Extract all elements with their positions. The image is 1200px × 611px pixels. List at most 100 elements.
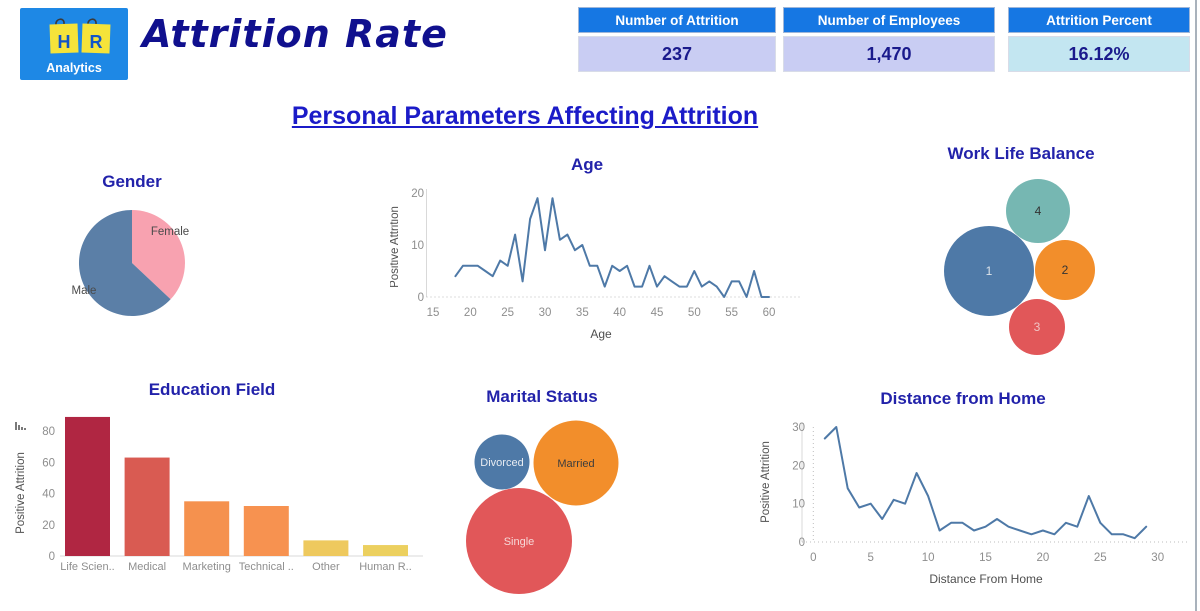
work-life-balance-chart-title: Work Life Balance xyxy=(947,144,1095,163)
category-label: Technical .. xyxy=(239,561,294,573)
y-tick-label: 40 xyxy=(42,489,55,501)
category-label: Other xyxy=(312,561,340,573)
note-hook-icon xyxy=(55,18,65,26)
bubble-3[interactable] xyxy=(1009,299,1065,355)
bubble-label: Married xyxy=(557,458,594,470)
work-life-balance-bubble-chart[interactable]: 1 2 3 4 xyxy=(930,175,1150,365)
bar-life-scien[interactable] xyxy=(65,416,110,556)
x-tick-label: 50 xyxy=(688,307,701,319)
category-label: Marketing xyxy=(183,561,231,573)
page-title: Attrition Rate xyxy=(142,12,448,56)
kpi-value: 237 xyxy=(578,36,776,72)
logo-subtitle: Analytics xyxy=(46,61,102,75)
distance-from-home-chart-title: Distance from Home xyxy=(880,389,1046,408)
bubble-label: 3 xyxy=(1034,320,1041,334)
bar-technical[interactable] xyxy=(243,506,289,556)
bar-other[interactable] xyxy=(303,540,349,556)
age-line-chart[interactable]: 0 10 20 15 20 25 30 35 40 45 50 55 60 Age Positive Att… xyxy=(390,185,810,350)
y-tick-label: 30 xyxy=(792,422,805,434)
y-tick-label: 20 xyxy=(42,520,55,532)
gender-pie-chart[interactable]: Female Male xyxy=(40,195,250,350)
sort-descending-icon[interactable] xyxy=(15,422,26,430)
y-tick-label: 0 xyxy=(799,537,805,549)
x-tick-label: 0 xyxy=(810,552,816,564)
bubble-label: 2 xyxy=(1062,263,1069,277)
hr-analytics-logo: H R Analytics xyxy=(20,8,128,80)
age-chart-title: Age xyxy=(570,155,604,174)
y-axis-label: Positive Attrition xyxy=(390,206,401,288)
kpi-attrition-percent: Attrition Percent 16.12% xyxy=(1008,7,1190,72)
y-tick-label: 0 xyxy=(418,292,424,304)
bubble-1[interactable] xyxy=(944,226,1034,316)
bar-marketing[interactable] xyxy=(184,501,230,556)
bubble-2[interactable] xyxy=(1035,240,1095,300)
x-tick-label: 30 xyxy=(539,307,552,319)
section-heading: Personal Parameters Affecting Attrition xyxy=(291,102,759,130)
y-axis-label: Positive Attrition xyxy=(760,441,772,523)
y-axis-label: Positive Attrition xyxy=(15,452,27,534)
marital-status-chart-title: Marital Status xyxy=(486,387,598,406)
x-tick-label: 35 xyxy=(576,307,589,319)
bar-medical[interactable] xyxy=(124,457,170,556)
education-field-bar-chart[interactable]: 0 20 40 60 80 Life Scien.. Medical Marketing Tec… xyxy=(10,405,435,590)
bubble-label: 4 xyxy=(1035,204,1042,218)
x-axis-label: Distance From Home xyxy=(929,572,1043,586)
gender-chart-title: Gender xyxy=(102,172,162,191)
y-tick-label: 20 xyxy=(792,460,805,472)
y-tick-label: 80 xyxy=(42,426,55,438)
category-label: Medical xyxy=(128,561,166,573)
x-tick-label: 25 xyxy=(1094,552,1107,564)
kpi-label: Number of Attrition xyxy=(578,7,776,33)
x-tick-label: 15 xyxy=(979,552,992,564)
bubble-label: 1 xyxy=(986,264,993,278)
x-tick-label: 60 xyxy=(763,307,776,319)
pie-slice-male[interactable] xyxy=(78,210,171,316)
y-tick-label: 0 xyxy=(49,551,55,563)
logo-letter-h: H xyxy=(58,32,71,52)
y-tick-label: 20 xyxy=(411,188,424,200)
dashboard-right-border xyxy=(1195,0,1197,611)
y-tick-label: 60 xyxy=(42,457,55,469)
logo-letter-r: R xyxy=(90,32,103,52)
education-field-chart-title: Education Field xyxy=(148,380,276,399)
distance-series-line[interactable] xyxy=(823,426,1148,540)
bubble-single[interactable] xyxy=(466,488,572,594)
bubble-married[interactable] xyxy=(533,420,619,506)
category-label: Life Scien.. xyxy=(60,561,114,573)
note-hook-icon xyxy=(87,18,97,26)
x-tick-label: 15 xyxy=(427,307,440,319)
kpi-value: 16.12% xyxy=(1008,36,1190,72)
kpi-number-of-employees: Number of Employees 1,470 xyxy=(783,7,995,72)
bubble-label: Divorced xyxy=(480,457,523,469)
x-tick-label: 25 xyxy=(501,307,514,319)
sticky-note-h xyxy=(49,23,79,54)
distance-from-home-line-chart[interactable]: 0 10 20 30 0 5 10 15 20 25 30 Distance From Home Pos… xyxy=(755,420,1195,595)
x-tick-label: 45 xyxy=(651,307,664,319)
pie-slice-label: Female xyxy=(151,226,189,238)
age-series-line[interactable] xyxy=(454,197,770,298)
x-tick-label: 5 xyxy=(867,552,873,564)
marital-status-bubble-chart[interactable]: Divorced Married Single xyxy=(440,415,670,600)
bubble-divorced[interactable] xyxy=(474,434,530,490)
bubble-label: Single xyxy=(504,536,535,548)
bar-human-r[interactable] xyxy=(363,545,408,556)
kpi-label: Number of Employees xyxy=(783,7,995,33)
kpi-number-of-attrition: Number of Attrition 237 xyxy=(578,7,776,72)
x-tick-label: 20 xyxy=(1037,552,1050,564)
x-tick-label: 20 xyxy=(464,307,477,319)
x-tick-label: 40 xyxy=(613,307,626,319)
pie-slice-label: Male xyxy=(72,285,97,297)
category-label: Human R.. xyxy=(359,561,412,573)
x-tick-label: 30 xyxy=(1151,552,1164,564)
sticky-note-r xyxy=(81,23,111,54)
bubble-4[interactable] xyxy=(1006,179,1070,243)
x-tick-label: 55 xyxy=(725,307,738,319)
x-axis-label: Age xyxy=(590,327,612,341)
y-tick-label: 10 xyxy=(411,240,424,252)
pie-slice-female[interactable] xyxy=(132,210,185,300)
x-tick-label: 10 xyxy=(922,552,935,564)
kpi-label: Attrition Percent xyxy=(1008,7,1190,33)
kpi-value: 1,470 xyxy=(783,36,995,72)
y-tick-label: 10 xyxy=(792,499,805,511)
